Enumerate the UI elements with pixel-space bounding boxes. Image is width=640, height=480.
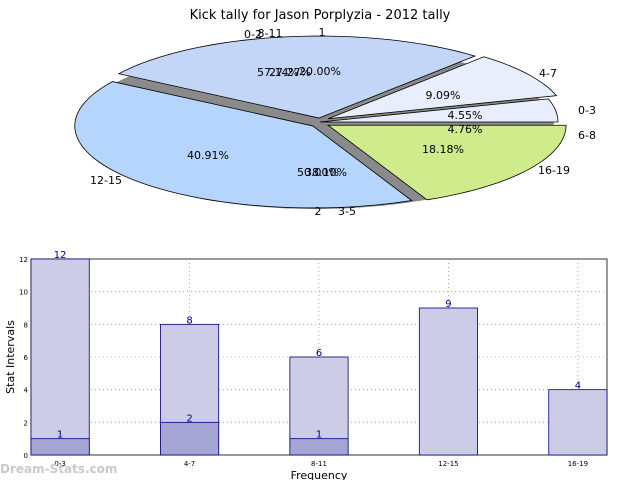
pie-annotation-percent: 20.00% — [299, 65, 341, 78]
pie-annotation-percent: 57.14% — [257, 66, 299, 79]
bar-series-1-0-3 — [30, 438, 90, 456]
pie-slice-percent: 27.27% — [269, 66, 311, 79]
pie-slice-percent: 40.91% — [187, 149, 229, 162]
pie-slice-4-7 — [327, 56, 558, 120]
pie-title: Kick tally for Jason Porplyzia - 2012 ta… — [190, 8, 451, 23]
bar-y-tick-label: 6 — [24, 354, 29, 362]
bar-y-tick-label: 4 — [24, 387, 29, 395]
bar-x-tick-label: 8-11 — [311, 460, 327, 468]
pie-slice-12-15 — [74, 81, 413, 209]
pie-annotation-label: 2 — [315, 205, 322, 218]
bar-series-0-0-3 — [30, 258, 90, 456]
pie-slice-percent: 9.09% — [426, 89, 461, 102]
bar-value-label: 9 — [445, 299, 451, 310]
bar-series-1-4-7 — [160, 421, 220, 456]
pie-annotation-label: 1 — [319, 26, 326, 39]
bar-y-tick-label: 12 — [19, 256, 28, 264]
bar-value-label: 12 — [54, 250, 67, 261]
bar-x-axis-label: Frequency — [291, 469, 348, 480]
bar-y-tick-label: 10 — [19, 289, 28, 297]
pie-annotation-label: 3-5 — [338, 205, 356, 218]
pie-chart: 0-34.55%4-79.09%8-1127.27%12-1540.91%16-… — [74, 26, 596, 218]
bar-series-0-16-19 — [548, 389, 608, 456]
bar-value-label: 1 — [57, 430, 63, 441]
bar-x-tick-label: 12-15 — [438, 460, 458, 468]
pie-slice-0-3 — [319, 98, 559, 123]
watermark: Dream-Stats.com — [0, 462, 118, 476]
bar-y-tick-label: 2 — [24, 419, 28, 427]
bar-x-tick-label: 0-3 — [54, 460, 65, 468]
pie-annotation-percent: 4.76% — [448, 123, 483, 136]
pie-slice-label: 8-11 — [258, 27, 283, 40]
bar-y-axis-label: Stat Intervals — [4, 320, 17, 394]
pie-slice-16-19 — [326, 124, 567, 201]
pie-slice-percent: 4.55% — [448, 109, 483, 122]
pie-annotation-percent: 50.00% — [297, 166, 339, 179]
pie-annotation-label: 6-8 — [578, 129, 596, 142]
bar-value-label: 6 — [316, 348, 322, 359]
pie-slice-label: 12-15 — [90, 174, 122, 187]
pie-slice-label: 4-7 — [539, 67, 557, 80]
pie-annotation-label: 0-2 — [244, 28, 262, 41]
pie-slice-percent: 18.18% — [422, 143, 464, 156]
bar-y-tick-label: 0 — [24, 452, 28, 460]
bar-value-label: 8 — [186, 315, 192, 326]
pie-slice-label: 0-3 — [578, 104, 596, 117]
bar-value-label: 4 — [575, 381, 581, 392]
bar-series-0-12-15 — [418, 307, 478, 456]
bar-x-tick-label: 4-7 — [184, 460, 195, 468]
pie-slice-label: 16-19 — [538, 164, 570, 177]
pie-annotation-percent: 38.10% — [305, 166, 347, 179]
pie-slice-8-11 — [117, 35, 477, 119]
bar-y-tick-label: 8 — [24, 321, 28, 329]
bar-series-1-8-11 — [289, 438, 349, 456]
bar-x-tick-label: 16-19 — [568, 460, 588, 468]
bar-value-label: 1 — [316, 430, 322, 441]
bar-value-label: 2 — [186, 413, 192, 424]
